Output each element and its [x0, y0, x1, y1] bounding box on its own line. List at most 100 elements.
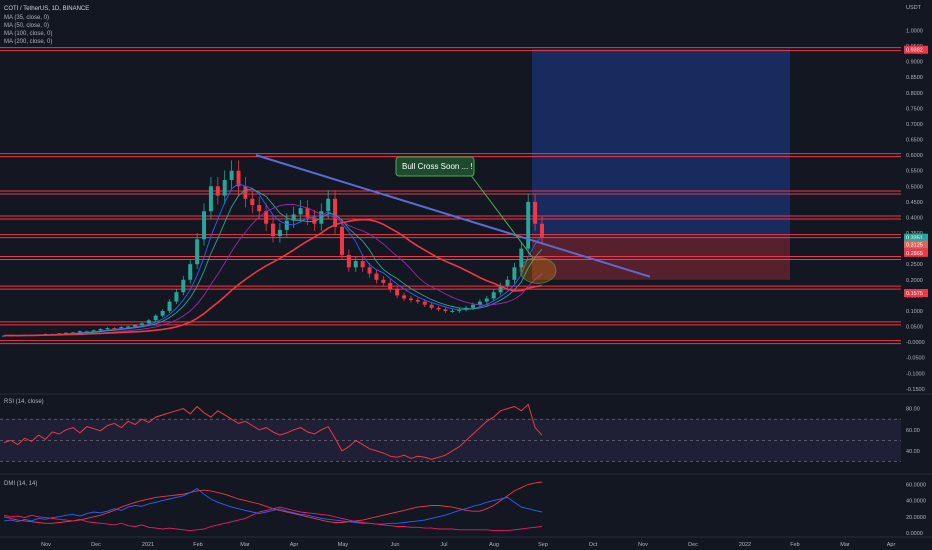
candle-body	[153, 315, 158, 321]
ma-legend-item: MA (35, close, 0)	[4, 15, 49, 21]
candle-body	[257, 205, 262, 212]
callout-box	[395, 156, 475, 177]
candle-body	[181, 279, 186, 293]
candle-body	[305, 208, 310, 218]
candle-body	[408, 298, 413, 301]
dmi-line	[3, 506, 543, 532]
candle-body	[512, 267, 517, 280]
price-tick-label: 1.0000	[906, 28, 923, 34]
price-tick-label: -0.0500	[906, 356, 925, 362]
time-tick-label: Dec	[91, 542, 101, 548]
candle-body	[526, 201, 531, 249]
candle-body	[388, 282, 393, 290]
candle-body	[374, 273, 379, 280]
dmi-tick-label: 60.0000	[906, 482, 926, 488]
candle-body	[450, 310, 455, 312]
position-stop-zone	[532, 236, 790, 280]
chart-title: COTI / TetherUS, 1D, BINANCE	[4, 6, 89, 12]
candle-body	[367, 267, 372, 274]
candle-body	[477, 301, 482, 305]
candle-body	[236, 170, 241, 187]
candle-body	[402, 295, 407, 299]
price-tag: 0.3125	[906, 243, 923, 249]
dmi-line	[3, 487, 543, 525]
time-tick-label: Mar	[840, 542, 850, 548]
candle-body	[484, 298, 489, 302]
dmi-tick-label: 20.0000	[906, 515, 926, 521]
ma-legend: MA (35, close, 0) MA (50, close, 0) MA (10…	[4, 15, 52, 45]
candle-body	[346, 254, 351, 268]
dmi-title: DMI (14, 14)	[4, 481, 37, 487]
candle-body	[443, 309, 448, 311]
price-tick-label: 0.8500	[906, 75, 923, 81]
candle-body	[105, 328, 110, 330]
candle-body	[77, 331, 82, 333]
time-tick-label: Apr	[887, 542, 896, 548]
time-tick-label: Apr	[290, 542, 299, 548]
rsi-pane: RSI (14, close) 80.00 60.00 40.00	[0, 393, 932, 462]
time-tick-label: Nov	[638, 542, 648, 548]
price-tick-label: 0.4000	[906, 215, 923, 221]
bull-cross-highlight	[519, 256, 557, 284]
price-tag: 0.1575	[906, 291, 923, 297]
candle-body	[167, 301, 172, 311]
candle-body	[395, 289, 400, 296]
price-tag: 0.3351	[906, 236, 923, 242]
time-tick-label: Aug	[489, 542, 499, 548]
price-tick-label: 0.1000	[906, 309, 923, 315]
callout-pointer	[469, 173, 534, 259]
ma35-line	[3, 183, 543, 337]
candle-body	[2, 335, 6, 337]
time-tick-label: Oct	[589, 542, 598, 548]
price-tag-bg	[904, 240, 928, 249]
time-axis: Nov Dec 2021 Feb Mar Apr May Jun Jul Aug Sep Oct Nov…	[0, 536, 932, 548]
price-tick-label: 0.7000	[906, 122, 923, 128]
time-tick-label: 2022	[739, 542, 751, 548]
candle-body	[222, 180, 227, 196]
candle-body	[91, 330, 96, 332]
price-tick-label: 0.6000	[906, 153, 923, 159]
candle-body	[353, 261, 358, 268]
candle-body	[208, 186, 213, 212]
rsi-line	[3, 403, 543, 460]
price-tick-label: 0.5000	[906, 184, 923, 190]
candle-body	[98, 329, 103, 331]
candle-body	[505, 279, 510, 287]
price-tick-label: 0.6500	[906, 138, 923, 144]
candle-body	[202, 211, 207, 240]
price-tick-label: -0.1500	[906, 387, 925, 393]
rsi-tick-label: 40.00	[906, 449, 920, 455]
dmi-tick-label: 0.0000	[906, 531, 923, 537]
candle-body	[229, 170, 234, 181]
candle-body	[188, 264, 193, 280]
time-tick-label: Mar	[240, 542, 250, 548]
candle-body	[429, 304, 434, 308]
candle-body	[250, 198, 255, 205]
time-tick-label: Feb	[193, 542, 202, 548]
price-pane: 1.00000.95000.90000.85000.80000.75000.70…	[0, 28, 928, 393]
position-target-zone	[532, 49, 790, 237]
time-tick-label: Dec	[688, 542, 698, 548]
candle-body	[519, 248, 524, 268]
candle-body	[139, 323, 144, 325]
ma-legend-item: MA (200, close, 0)	[4, 39, 52, 45]
time-tick-label: 2021	[142, 542, 154, 548]
candle-body	[471, 304, 476, 308]
price-tick-label: 0.5500	[906, 169, 923, 175]
price-tag-bg	[904, 45, 928, 54]
candle-body	[160, 310, 165, 316]
ma50-line	[3, 188, 543, 337]
candle-body	[119, 327, 124, 329]
dmi-tick-label: 40.0000	[906, 499, 926, 505]
candle-body	[84, 331, 89, 333]
candle-body	[312, 217, 317, 224]
time-tick-label: May	[338, 542, 349, 548]
price-tag: 0.2865	[906, 251, 923, 257]
candle-body	[326, 198, 331, 212]
candle-body	[415, 300, 420, 302]
candle-body	[491, 292, 496, 299]
ma200-line	[3, 218, 543, 337]
rsi-title: RSI (14, close)	[4, 399, 44, 405]
candle-body	[215, 186, 220, 196]
